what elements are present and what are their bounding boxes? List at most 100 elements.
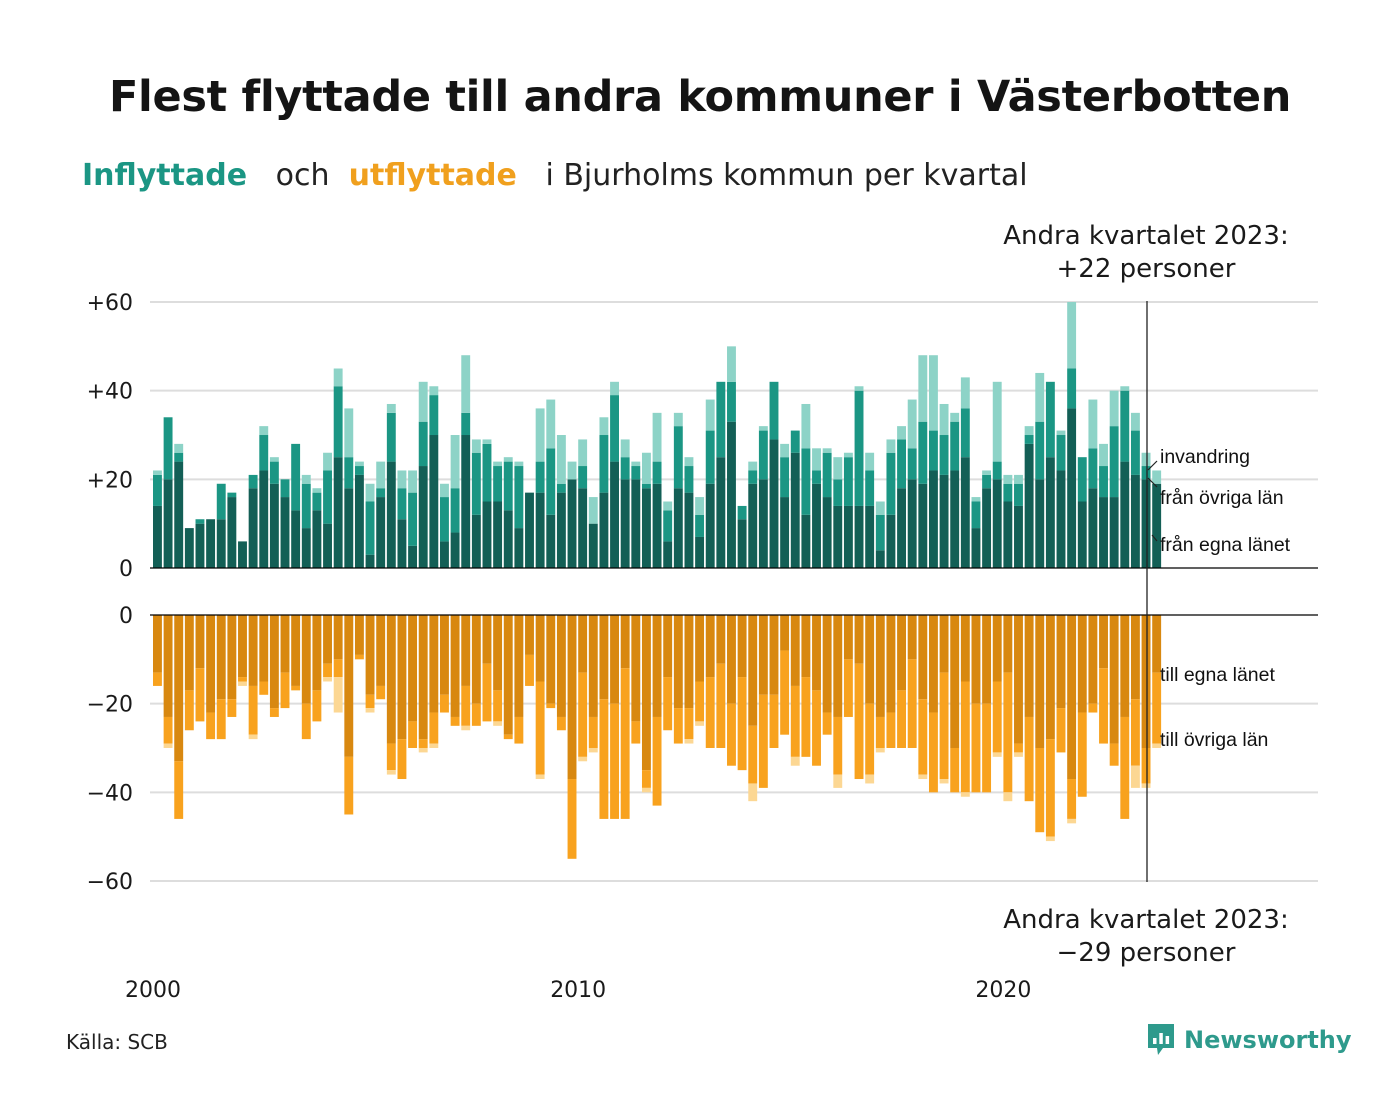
bar-out-other-counties [758, 694, 768, 788]
label-till-egna-lanet: till egna länet [1160, 664, 1275, 686]
bar-out-emigration [918, 774, 928, 780]
bar-out-own-county [397, 615, 407, 740]
bar-out-own-county [471, 615, 481, 704]
bar-out-other-counties [206, 712, 216, 740]
bar-in-own-county [716, 457, 726, 568]
bar-out-own-county [1003, 615, 1013, 673]
bar-out-other-counties [854, 663, 864, 780]
bar-out-emigration [238, 681, 247, 686]
bar-in-own-county [833, 505, 843, 568]
y-tick-label-top: 0 [119, 557, 133, 582]
bar-in-other-counties [493, 466, 503, 502]
bar-out-own-county [865, 615, 875, 704]
bar-in-immigration [386, 403, 396, 413]
bar-in-other-counties [716, 381, 726, 458]
bar-out-other-counties [408, 721, 418, 748]
bar-out-emigration [493, 721, 503, 726]
bar-out-emigration [960, 792, 970, 797]
bar-out-own-county [780, 615, 790, 651]
bar-in-immigration [1003, 474, 1013, 484]
bar-in-other-counties [1045, 381, 1055, 458]
bar-in-immigration [556, 435, 566, 484]
bar-in-other-counties [950, 421, 960, 471]
bar-out-own-county [737, 615, 747, 678]
bar-out-own-county [1120, 615, 1130, 717]
bar-in-own-county [1088, 488, 1098, 568]
bar-in-other-counties [748, 470, 758, 484]
bar-out-other-counties [1024, 716, 1034, 802]
bar-in-other-counties [323, 470, 332, 524]
bar-in-immigration [418, 381, 428, 422]
bar-in-immigration [1014, 474, 1023, 484]
bar-in-own-county [323, 523, 332, 568]
annotation-bottom-line2: −29 personer [1056, 938, 1236, 968]
bar-in-other-counties [822, 452, 832, 498]
bar-in-other-counties [291, 443, 301, 511]
bar-out-own-county [812, 615, 821, 691]
bar-out-other-counties [652, 716, 662, 806]
bar-out-own-county [748, 615, 758, 726]
bar-out-own-county [386, 615, 396, 744]
bar-in-other-counties [641, 483, 651, 489]
bar-out-other-counties [535, 681, 545, 775]
bar-out-own-county [1088, 615, 1098, 704]
bar-out-own-county [312, 615, 322, 691]
bar-out-own-county [599, 615, 609, 700]
bar-in-immigration [344, 408, 354, 458]
bar-out-other-counties [865, 703, 875, 775]
bar-out-emigration [790, 756, 800, 766]
bar-out-own-county [333, 615, 343, 660]
bar-out-own-county [907, 615, 917, 660]
bar-in-immigration [875, 501, 885, 515]
bar-in-immigration [461, 355, 471, 413]
bar-in-immigration [1130, 412, 1140, 431]
bar-out-other-counties [365, 694, 375, 709]
bar-out-emigration [1152, 743, 1162, 748]
bar-in-immigration [301, 474, 311, 484]
bar-out-emigration [833, 774, 843, 788]
bar-in-own-county [727, 421, 736, 568]
bar-out-own-county [184, 615, 194, 691]
label-till-ovriga-lan: till övriga län [1160, 729, 1268, 751]
bar-out-other-counties [418, 739, 428, 748]
bar-in-other-counties [365, 501, 375, 555]
bar-in-own-county [535, 492, 545, 568]
bar-out-own-county [822, 615, 832, 713]
bar-out-other-counties [1067, 779, 1077, 819]
bar-in-own-county [695, 536, 705, 568]
bar-in-other-counties [780, 457, 790, 498]
bar-in-other-counties [259, 435, 269, 471]
bar-out-other-counties [578, 672, 588, 757]
bar-out-other-counties [386, 743, 396, 771]
bar-in-own-county [503, 510, 513, 568]
x-tick-label: 2020 [975, 978, 1031, 1003]
bar-in-other-counties [195, 519, 205, 524]
bar-out-emigration [1141, 783, 1151, 788]
bar-in-other-counties [663, 510, 673, 542]
bar-in-other-counties [376, 488, 386, 498]
bar-out-own-county [1141, 615, 1151, 748]
bar-in-other-counties [408, 492, 418, 546]
bar-in-own-county [886, 514, 896, 568]
bar-in-other-counties [301, 483, 311, 529]
bar-out-emigration [386, 770, 396, 775]
bar-out-other-counties [716, 663, 726, 748]
bar-in-immigration [928, 355, 938, 431]
bar-in-immigration [907, 399, 917, 449]
bar-in-own-county [578, 488, 588, 568]
bar-in-immigration [1088, 399, 1098, 449]
bar-in-own-county [1067, 408, 1077, 568]
bar-out-other-counties [440, 694, 449, 713]
bar-in-other-counties [982, 474, 992, 489]
bar-in-immigration [259, 426, 269, 436]
bar-in-other-counties [843, 457, 853, 506]
bar-in-immigration [758, 426, 768, 431]
bar-in-other-counties [684, 466, 694, 493]
bar-in-own-county [482, 501, 492, 568]
bar-in-immigration [1056, 430, 1066, 436]
bar-out-other-counties [503, 734, 513, 740]
bar-out-own-county [153, 615, 162, 673]
bar-out-other-counties [801, 677, 811, 757]
bar-out-own-county [982, 615, 992, 704]
